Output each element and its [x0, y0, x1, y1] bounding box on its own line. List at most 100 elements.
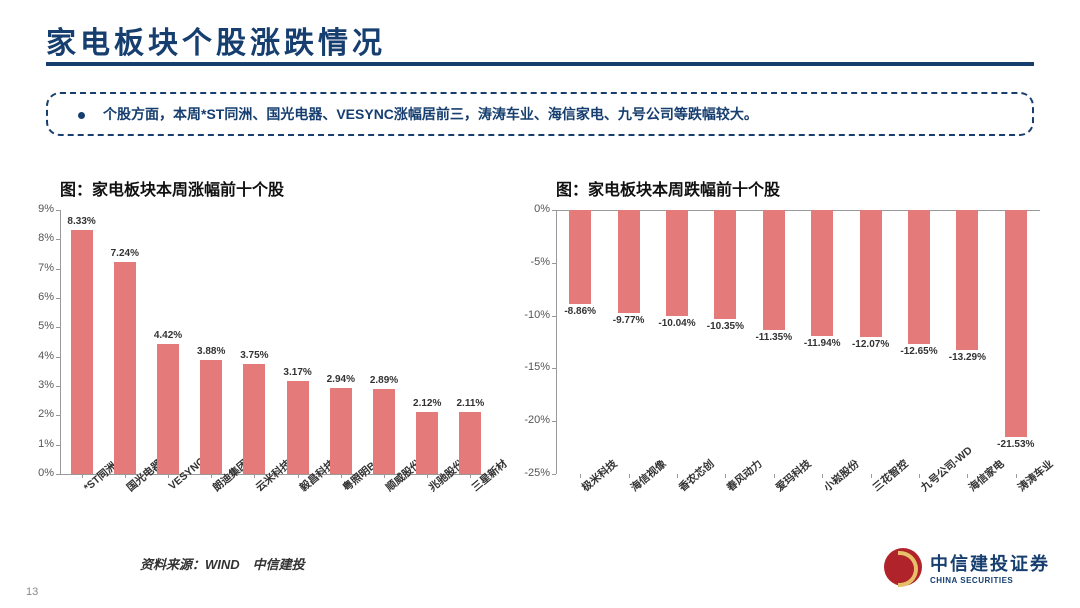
data-label: 2.89% — [370, 375, 398, 386]
page-number: 13 — [26, 586, 38, 598]
chart2-title: 图：家电板块本周跌幅前十个股 — [556, 176, 780, 200]
bar — [714, 210, 736, 319]
y-tick-label: -25% — [516, 467, 550, 479]
bar — [811, 210, 833, 336]
x-category: 海信家电 — [966, 482, 977, 495]
bar — [114, 262, 136, 474]
x-category: 春风动力 — [724, 482, 735, 495]
company-logo: 中信建投证券 CHINA SECURITIES — [884, 548, 1050, 586]
x-tick-mark — [629, 474, 630, 478]
x-category: 极米科技 — [579, 482, 590, 495]
y-tick-label: 5% — [20, 320, 54, 332]
chart-losers: -25%-20%-15%-10%-5%0%-8.86%极米科技-9.77%海信视… — [556, 210, 1040, 544]
x-category: 朗迪集团 — [210, 482, 221, 495]
x-category: 兆驰股份 — [426, 482, 437, 495]
x-tick-mark — [871, 474, 872, 478]
y-tick-label: -5% — [516, 256, 550, 268]
x-tick-mark — [82, 474, 83, 478]
bar — [459, 412, 481, 474]
x-tick-mark — [677, 474, 678, 478]
x-category: 云米科技 — [253, 482, 264, 495]
y-tick-label: 0% — [20, 467, 54, 479]
data-label: 8.33% — [67, 216, 95, 227]
y-tick-label: -20% — [516, 414, 550, 426]
x-category: 小崧股份 — [821, 482, 832, 495]
data-label: 3.75% — [240, 350, 268, 361]
x-category: 粤照明B — [339, 482, 350, 495]
x-category: VESYNC — [166, 482, 175, 492]
bar — [200, 360, 222, 474]
bullet-icon — [78, 112, 85, 119]
bar — [1005, 210, 1027, 437]
x-tick-mark — [125, 474, 126, 478]
x-tick-mark — [919, 474, 920, 478]
page-title: 家电板块个股涨跌情况 — [46, 18, 386, 62]
x-tick-mark — [1016, 474, 1017, 478]
x-category: 涛涛车业 — [1014, 482, 1025, 495]
x-category: *ST同洲 — [80, 482, 91, 495]
data-label: -12.07% — [852, 339, 889, 350]
y-tick-label: 2% — [20, 408, 54, 420]
data-label: 2.94% — [327, 374, 355, 385]
data-label: -11.94% — [804, 338, 841, 349]
x-tick-mark — [822, 474, 823, 478]
callout-box: 个股方面，本周*ST同洲、国光电器、VESYNC涨幅居前三，涛涛车业、海信家电、… — [46, 92, 1034, 136]
bar — [908, 210, 930, 344]
x-category: 国光电器 — [123, 482, 134, 495]
bar — [569, 210, 591, 304]
logo-zh: 中信建投证券 — [930, 550, 1050, 576]
x-tick-mark — [774, 474, 775, 478]
data-label: 3.17% — [283, 367, 311, 378]
x-tick-mark — [725, 474, 726, 478]
data-label: -9.77% — [613, 315, 645, 326]
y-axis — [60, 210, 61, 474]
logo-text: 中信建投证券 CHINA SECURITIES — [930, 550, 1050, 585]
x-category: 香农芯创 — [675, 482, 686, 495]
data-label: 2.11% — [456, 398, 484, 409]
y-tick-label: -15% — [516, 361, 550, 373]
slide-page: { "title": "家电板块个股涨跌情况", "callout_text":… — [0, 0, 1080, 608]
x-tick-mark — [427, 474, 428, 478]
bar — [860, 210, 882, 337]
chart1-title: 图：家电板块本周涨幅前十个股 — [60, 176, 284, 200]
y-tick-mark — [552, 474, 556, 475]
bar — [618, 210, 640, 313]
data-source: 资料来源：WIND 中信建投 — [140, 554, 305, 573]
x-category: 毅昌科技 — [296, 482, 307, 495]
data-label: -12.65% — [900, 346, 937, 357]
y-tick-label: 8% — [20, 232, 54, 244]
x-tick-mark — [384, 474, 385, 478]
x-tick-mark — [580, 474, 581, 478]
data-label: -11.35% — [755, 332, 792, 343]
y-tick-label: 7% — [20, 262, 54, 274]
y-tick-label: 6% — [20, 291, 54, 303]
bar — [71, 230, 93, 474]
data-label: -8.86% — [564, 306, 596, 317]
data-label: 7.24% — [111, 248, 139, 259]
x-category: 顺威股份 — [382, 482, 393, 495]
data-label: 4.42% — [154, 330, 182, 341]
data-label: 2.12% — [413, 398, 441, 409]
x-tick-mark — [298, 474, 299, 478]
bar — [666, 210, 688, 316]
bar — [763, 210, 785, 330]
x-tick-mark — [967, 474, 968, 478]
y-axis — [556, 210, 557, 474]
bar — [373, 389, 395, 474]
data-label: -13.29% — [949, 352, 986, 363]
x-category: 海信视像 — [627, 482, 638, 495]
bar — [243, 364, 265, 474]
data-label: 3.88% — [197, 346, 225, 357]
bar — [330, 388, 352, 474]
data-label: -21.53% — [997, 439, 1034, 450]
logo-en: CHINA SECURITIES — [930, 576, 1050, 585]
bar — [287, 381, 309, 474]
x-tick-mark — [341, 474, 342, 478]
y-tick-label: 4% — [20, 350, 54, 362]
chart-gainers: 0%1%2%3%4%5%6%7%8%9%8.33%*ST同洲7.24%国光电器4… — [60, 210, 492, 544]
bar — [157, 344, 179, 474]
data-label: -10.35% — [707, 321, 744, 332]
x-tick-mark — [211, 474, 212, 478]
y-tick-label: 3% — [20, 379, 54, 391]
logo-icon — [884, 548, 922, 586]
